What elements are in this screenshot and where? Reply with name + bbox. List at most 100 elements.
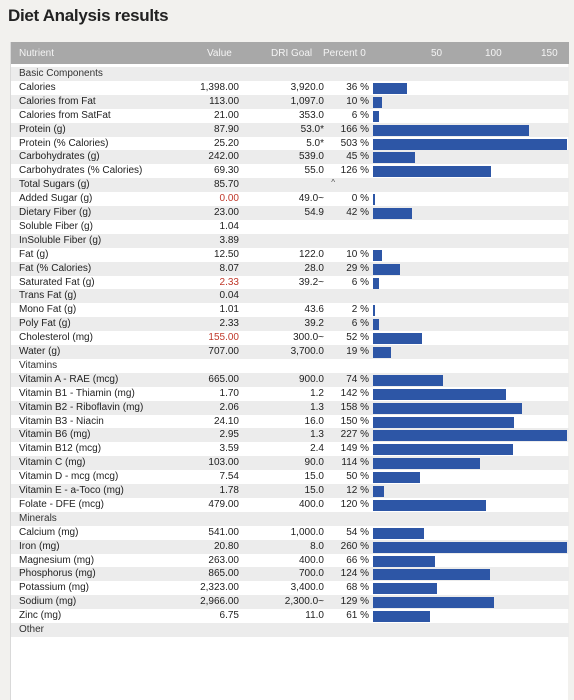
percent-value: 61 % — [346, 610, 369, 622]
nutrient-value: 3.59 — [219, 443, 239, 455]
nutrient-value: 23.00 — [213, 207, 239, 218]
table-row: Vitamin B12 (mcg) 3.59 2.4 149 % — [11, 442, 569, 456]
nutrient-name: Potassium (mg) — [19, 582, 90, 594]
percent-bar — [373, 374, 443, 386]
percent-bar — [373, 208, 413, 219]
percent-bar — [373, 277, 379, 289]
dri-goal: 55.0 — [304, 165, 324, 177]
nutrient-value: 24.10 — [213, 415, 239, 427]
percent-bar — [373, 249, 383, 261]
dri-goal: 5.0* — [306, 137, 324, 149]
table-row: Phosphorus (mg) 865.00 700.0 124 % — [11, 567, 569, 582]
nutrient-name: Carbohydrates (% Calories) — [19, 165, 143, 177]
nutrient-value: 2,323.00 — [200, 582, 239, 594]
nutrient-name: Poly Fat (g) — [19, 318, 71, 330]
percent-bar — [373, 347, 391, 358]
percent-value: 29 % — [346, 262, 369, 274]
percent-bar — [373, 319, 379, 331]
dri-goal: 90.0 — [304, 457, 324, 469]
percent-bar — [373, 138, 567, 150]
dri-goal: 300.0~ — [293, 332, 324, 344]
nutrient-value: 7.54 — [219, 471, 239, 483]
nutrient-name: Fat (g) — [19, 248, 49, 260]
table-header: Nutrient Value DRI Goal Percent 0 50 100… — [11, 42, 569, 64]
table-row: Folate - DFE (mcg) 479.00 400.0 120 % — [11, 498, 569, 512]
header-scale-150: 150 — [541, 48, 558, 59]
section-header: Minerals — [11, 511, 569, 526]
header-scale-100: 100 — [485, 48, 502, 59]
percent-value: 149 % — [340, 443, 369, 455]
percent-bar — [373, 263, 401, 275]
percent-value: 120 % — [340, 498, 369, 510]
percent-bar — [373, 444, 514, 456]
percent-value: 150 % — [340, 415, 369, 427]
nutrient-name: Vitamin D - mcg (mcg) — [19, 471, 119, 483]
nutrient-value: 87.90 — [213, 123, 239, 135]
table-row: Fat (g) 12.50 122.0 10 % — [11, 248, 569, 262]
value-marker: ^ — [331, 178, 335, 188]
table-row: Dietary Fiber (g) 23.00 54.9 42 % — [11, 206, 569, 220]
table-row: Vitamin C (mg) 103.00 90.0 114 % — [11, 456, 569, 471]
percent-bar — [373, 82, 407, 94]
table-row: Added Sugar (g) 0.00 49.0~ 0 % — [11, 192, 569, 206]
page-title: Diet Analysis results — [8, 6, 169, 25]
dri-goal: 53.0* — [300, 123, 324, 135]
percent-bar — [373, 305, 375, 317]
table-row: Calories from Fat 113.00 1,097.0 10 % — [11, 94, 569, 109]
percent-value: 114 % — [341, 457, 369, 469]
percent-bar — [373, 194, 375, 206]
dri-goal: 1,097.0 — [290, 95, 324, 107]
table-row: Magnesium (mg) 263.00 400.0 66 % — [11, 554, 569, 568]
percent-value: 10 % — [346, 248, 369, 260]
percent-bar — [373, 472, 420, 484]
nutrient-value: 3.89 — [219, 234, 239, 246]
nutrient-name: Calories — [19, 81, 56, 93]
nutrient-value: 242.00 — [208, 151, 239, 163]
table-row: Protein (g) 87.90 53.0* 166 % — [11, 122, 569, 137]
percent-value: 36 % — [346, 81, 369, 93]
header-value[interactable]: Value — [207, 48, 232, 59]
dri-goal: 49.0~ — [298, 193, 324, 205]
header-dri-goal[interactable]: DRI Goal — [271, 48, 313, 59]
percent-value: 74 % — [346, 373, 369, 385]
table-row: Water (g) 707.00 3,700.0 19 % — [11, 345, 569, 359]
percent-value: 2 % — [351, 304, 369, 316]
percent-bar — [373, 458, 481, 470]
table-row: Vitamin B6 (mg) 2.95 1.3 227 % — [11, 428, 569, 443]
header-nutrient[interactable]: Nutrient — [19, 48, 55, 59]
percent-bar — [373, 499, 486, 511]
nutrient-name: Cholesterol (mg) — [19, 332, 93, 344]
percent-bar — [373, 430, 567, 442]
table-row: Mono Fat (g) 1.01 43.6 2 % — [11, 303, 569, 317]
table-row: Total Sugars (g) 85.70 ^ — [11, 178, 569, 193]
nutrient-name: Protein (g) — [19, 123, 66, 135]
percent-value: 50 % — [346, 471, 369, 483]
nutrient-name: Iron (mg) — [19, 540, 60, 552]
percent-value: 66 % — [346, 554, 369, 566]
nutrient-name: Minerals — [19, 512, 57, 524]
table-row: Carbohydrates (g) 242.00 539.0 45 % — [11, 150, 569, 165]
table-row: Calcium (mg) 541.00 1,000.0 54 % — [11, 526, 569, 540]
percent-value: 166 % — [340, 123, 369, 135]
nutrient-name: Vitamin B12 (mcg) — [19, 443, 102, 455]
percent-bar — [373, 388, 507, 400]
dri-goal: 3,920.0 — [290, 81, 324, 93]
table-row: InSoluble Fiber (g) 3.89 — [11, 233, 569, 248]
nutrient-name: Basic Components — [19, 68, 103, 79]
percent-value: 0 % — [351, 193, 369, 205]
nutrient-name: Fat (% Calories) — [19, 262, 92, 274]
percent-value: 126 % — [340, 165, 369, 177]
dri-goal: 39.2~ — [298, 276, 324, 288]
nutrient-value: 85.70 — [213, 179, 239, 191]
nutrient-name: Magnesium (mg) — [19, 554, 95, 566]
header-percent[interactable]: Percent 0 — [323, 48, 366, 59]
percent-value: 227 % — [340, 429, 369, 441]
percent-bar — [373, 541, 567, 553]
dri-goal: 16.0 — [304, 415, 324, 427]
percent-value: 42 % — [346, 207, 369, 218]
dri-goal: 2.4 — [310, 443, 324, 455]
percent-bar — [373, 333, 422, 345]
percent-value: 503 % — [340, 137, 369, 149]
nutrient-name: Saturated Fat (g) — [19, 276, 95, 288]
percent-value: 6 % — [351, 109, 369, 121]
